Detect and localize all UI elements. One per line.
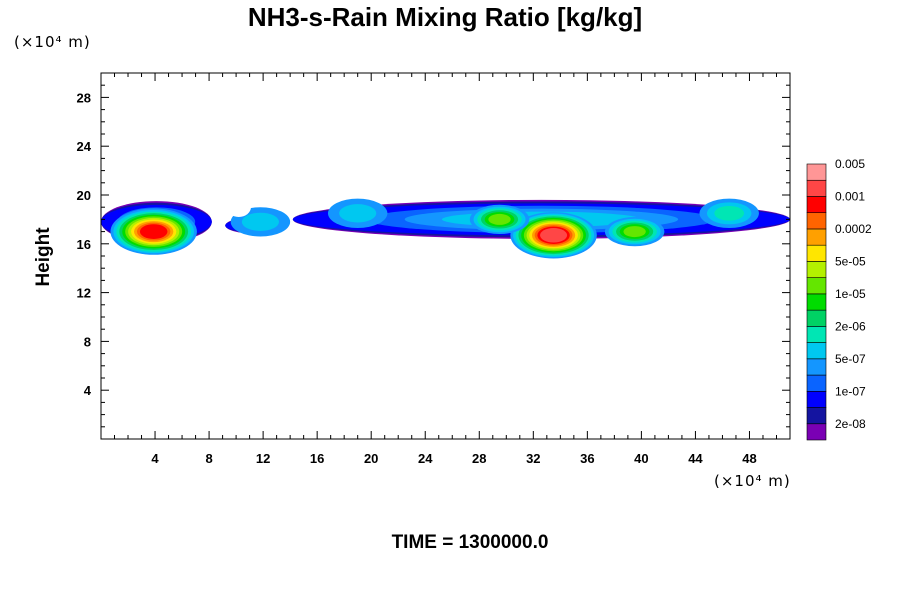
colorbar-label: 0.001 — [835, 189, 865, 203]
y-tick-label: 28 — [77, 90, 91, 105]
field-cell — [139, 224, 168, 239]
colorbar-label: 0.0002 — [835, 222, 872, 236]
x-tick-label: 44 — [688, 451, 703, 466]
x-tick-label: 16 — [310, 451, 324, 466]
field-cell — [488, 213, 511, 225]
colorbar-swatch — [806, 423, 827, 441]
colorbar-swatch — [806, 244, 827, 262]
colorbar: 2e-08 1e-07 5e-07 2e-06 1e-05 5e-05 0.0002 0.00… — [806, 157, 872, 441]
y-axis: 4 8 12 16 20 24 28 — [77, 84, 790, 428]
x-axis: 4 8 12 16 20 24 28 32 36 40 44 48 — [114, 73, 777, 466]
colorbar-swatch — [806, 342, 827, 360]
y-tick-label: 20 — [77, 188, 91, 203]
colorbar-swatch — [806, 374, 827, 392]
x-tick-label: 28 — [472, 451, 486, 466]
mixing-ratio-field — [101, 197, 790, 259]
y-tick-label: 24 — [77, 139, 92, 154]
colorbar-swatch — [806, 390, 827, 408]
y-axis-label: Height — [33, 227, 54, 287]
colorbar-swatch — [806, 277, 827, 295]
x-tick-label: 24 — [418, 451, 433, 466]
colorbar-label: 1e-05 — [835, 287, 866, 301]
y-tick-label: 12 — [77, 286, 91, 301]
colorbar-swatch — [806, 358, 827, 376]
x-axis-unit: (×10⁴ m) — [714, 472, 791, 490]
field-cell — [623, 226, 646, 238]
y-tick-label: 16 — [77, 237, 91, 252]
field-cell — [714, 205, 745, 221]
x-tick-label: 48 — [742, 451, 756, 466]
colorbar-swatch — [806, 179, 827, 197]
x-tick-label: 4 — [151, 451, 159, 466]
y-tick-label: 8 — [84, 334, 91, 349]
colorbar-swatch — [806, 293, 827, 311]
x-tick-label: 32 — [526, 451, 540, 466]
colorbar-swatch — [806, 326, 827, 343]
plot-frame — [100, 72, 791, 440]
field-gap — [226, 197, 251, 217]
field-cell — [241, 212, 279, 231]
x-tick-label: 36 — [580, 451, 594, 466]
colorbar-swatch — [806, 196, 827, 214]
colorbar-swatch — [806, 407, 827, 425]
colorbar-label: 0.005 — [835, 157, 865, 171]
colorbar-label: 5e-07 — [835, 352, 866, 366]
colorbar-swatch — [806, 163, 827, 181]
field-cell — [339, 204, 377, 223]
colorbar-label: 5e-05 — [835, 254, 866, 268]
x-tick-label: 20 — [364, 451, 378, 466]
colorbar-swatch — [806, 212, 827, 230]
colorbar-swatch — [806, 261, 827, 278]
colorbar-label: 2e-06 — [835, 319, 866, 333]
colorbar-label: 2e-08 — [835, 417, 866, 431]
y-axis-unit: (×10⁴ m) — [14, 33, 91, 51]
x-tick-label: 40 — [634, 451, 648, 466]
field-cell — [540, 228, 568, 243]
colorbar-swatch — [806, 309, 827, 327]
time-label: TIME = 1300000.0 — [391, 532, 549, 553]
chart-title: NH3-s-Rain Mixing Ratio [kg/kg] — [247, 2, 643, 32]
y-tick-label: 4 — [84, 383, 92, 398]
colorbar-swatch — [806, 228, 827, 246]
x-tick-label: 8 — [205, 451, 212, 466]
colorbar-label: 1e-07 — [835, 384, 866, 398]
x-tick-label: 12 — [256, 451, 270, 466]
